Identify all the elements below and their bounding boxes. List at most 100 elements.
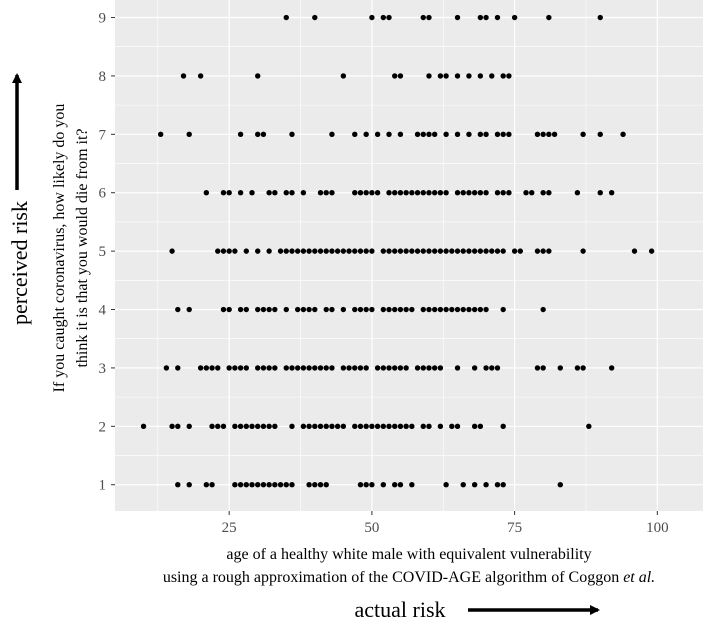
actual-risk-label: actual risk [354,597,445,622]
data-point [409,306,415,313]
data-point [289,365,295,371]
data-point [260,482,267,488]
data-point [237,482,244,488]
data-point [386,306,392,313]
data-point [300,423,307,430]
data-point [306,423,312,430]
data-point [357,190,364,196]
data-point [266,365,272,371]
data-point [260,365,267,371]
data-point [237,423,244,430]
data-point [449,306,455,313]
data-point [357,365,364,371]
data-point [249,482,255,488]
data-point [546,131,552,138]
data-point [255,365,261,371]
data-point [317,482,324,488]
data-point [346,248,352,254]
data-point [237,190,244,196]
data-point [426,248,432,254]
data-point [426,73,432,79]
data-point [546,190,552,196]
data-point [380,14,387,21]
data-point [203,482,210,488]
data-point [215,248,221,254]
data-point [500,248,506,254]
data-point [203,190,210,196]
data-point [369,482,375,488]
data-point [277,482,284,488]
data-point [232,248,238,254]
data-point [454,73,461,79]
data-point [237,365,244,371]
data-point [454,365,461,371]
data-point [597,14,603,21]
data-point [380,248,387,254]
data-point [409,423,415,430]
data-point [471,365,478,371]
y-tick-label: 9 [99,11,107,27]
data-point [272,190,278,196]
data-point [523,190,529,196]
data-point [369,14,375,21]
x-tick-label: 50 [364,520,379,536]
data-point [363,248,369,254]
data-point [266,248,272,254]
data-point [186,131,192,138]
data-point [357,306,364,313]
data-point [352,248,358,254]
data-point [272,365,278,371]
data-point [403,248,409,254]
data-point [266,482,272,488]
data-point [175,306,181,313]
data-point [546,14,552,21]
data-point [186,482,192,488]
data-point [500,482,506,488]
data-point [597,131,603,138]
data-point [477,423,484,430]
x-axis-title-citation: et al. [623,569,655,586]
data-point [340,365,347,371]
data-point [392,248,398,254]
data-point [426,131,432,138]
data-point [392,423,398,430]
data-point [266,423,272,430]
data-point [494,248,501,254]
data-point [232,423,238,430]
data-point [317,365,324,371]
data-point [386,131,392,138]
data-point [255,73,261,79]
data-point [209,365,215,371]
data-point [300,190,307,196]
data-point [414,131,421,138]
data-point [306,248,312,254]
data-point [357,482,364,488]
data-point [460,248,466,254]
data-point [551,131,558,138]
data-point [443,73,449,79]
data-point [580,365,586,371]
data-point [329,423,335,430]
data-point [323,306,329,313]
data-point [215,365,221,371]
data-point [186,306,192,313]
data-point [443,190,449,196]
data-point [454,14,461,21]
x-tick-label: 100 [646,520,669,536]
data-point [517,248,524,254]
data-point [294,365,301,371]
y-tick-label: 8 [99,69,107,85]
data-point [255,423,261,430]
data-point [266,306,272,313]
data-point [420,190,426,196]
data-point [169,423,175,430]
data-point [243,482,250,488]
data-point [454,423,461,430]
y-tick-label: 5 [99,244,107,260]
data-point [272,306,278,313]
perceived-risk-label: perceived risk [7,201,32,325]
data-point [363,365,369,371]
data-point [403,306,409,313]
data-point [197,73,204,79]
data-point [534,248,541,254]
